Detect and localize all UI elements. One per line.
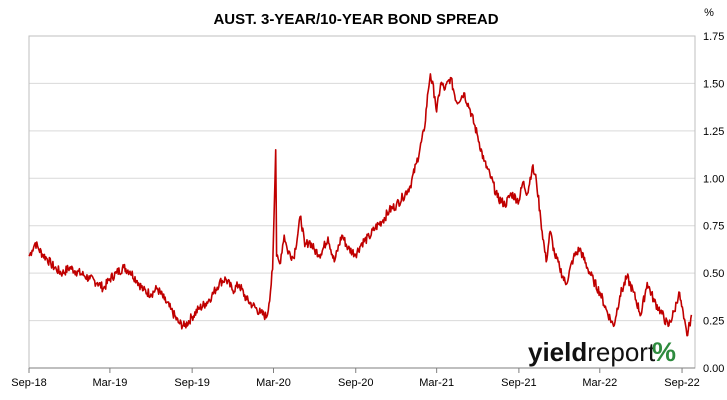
y-tick-label: 0.25 (703, 316, 724, 328)
series-group (28, 73, 693, 337)
y-tick-label: 1.00 (703, 173, 724, 185)
x-tick-label: Sep-22 (664, 377, 699, 389)
x-tick-label: Sep-18 (11, 377, 46, 389)
yieldreport-logo: yieldreport % (528, 337, 676, 367)
x-tick-label: Sep-21 (501, 377, 536, 389)
y-tick-label: 1.75 (703, 31, 724, 43)
svg-text:yieldreport: yieldreport (528, 337, 656, 367)
axes (28, 35, 696, 373)
y-unit-label: % (704, 7, 714, 19)
x-tick-label: Mar-21 (419, 377, 454, 389)
x-tick-labels: Sep-18 Mar-19 Sep-19 Mar-20 Sep-20 Mar-21 Sep-… (11, 377, 700, 389)
y-tick-labels: 0.00 0.25 0.50 0.75 1.00 1.25 1.50 1.75 (703, 31, 724, 375)
x-tick-label: Mar-19 (92, 377, 127, 389)
x-tick-label: Mar-20 (256, 377, 291, 389)
y-tick-label: 1.25 (703, 126, 724, 138)
y-tick-label: 0.50 (703, 268, 724, 280)
x-tick-label: Mar-22 (582, 377, 617, 389)
y-tick-label: 0.75 (703, 221, 724, 233)
x-tick-label: Sep-20 (338, 377, 373, 389)
logo-text-yield: yield (528, 337, 587, 367)
logo-text-report: report (587, 337, 656, 367)
y-tick-label: 0.00 (703, 363, 724, 375)
logo-percent-icon: % (652, 337, 676, 367)
series-line (28, 73, 693, 337)
x-tick-label: Sep-19 (174, 377, 209, 389)
y-tick-label: 1.50 (703, 78, 724, 90)
chart-title: AUST. 3-YEAR/10-YEAR BOND SPREAD (213, 11, 498, 28)
